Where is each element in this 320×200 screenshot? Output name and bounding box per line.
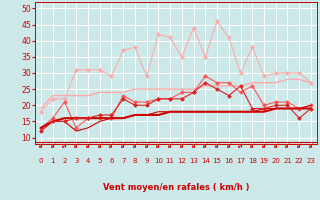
Text: ↙: ↙ [249, 141, 255, 150]
Text: ↙: ↙ [38, 141, 44, 150]
Text: ↙: ↙ [85, 141, 91, 150]
Text: ↙: ↙ [284, 141, 291, 150]
Text: ↙: ↙ [50, 141, 56, 150]
X-axis label: Vent moyen/en rafales ( km/h ): Vent moyen/en rafales ( km/h ) [103, 183, 249, 192]
Text: ↙: ↙ [61, 141, 68, 150]
Text: ↙: ↙ [108, 141, 115, 150]
Text: ↙: ↙ [167, 141, 173, 150]
Text: ↙: ↙ [143, 141, 150, 150]
Text: ↙: ↙ [214, 141, 220, 150]
Text: ↙: ↙ [273, 141, 279, 150]
Text: ↙: ↙ [73, 141, 79, 150]
Text: ↙: ↙ [179, 141, 185, 150]
Text: ↙: ↙ [190, 141, 197, 150]
Text: ↙: ↙ [296, 141, 302, 150]
Text: ↙: ↙ [97, 141, 103, 150]
Text: ↙: ↙ [237, 141, 244, 150]
Text: ↙: ↙ [120, 141, 126, 150]
Text: ↙: ↙ [308, 141, 314, 150]
Text: ↙: ↙ [155, 141, 162, 150]
Text: ↙: ↙ [226, 141, 232, 150]
Text: ↙: ↙ [132, 141, 138, 150]
Text: ↙: ↙ [202, 141, 209, 150]
Text: ↙: ↙ [261, 141, 267, 150]
